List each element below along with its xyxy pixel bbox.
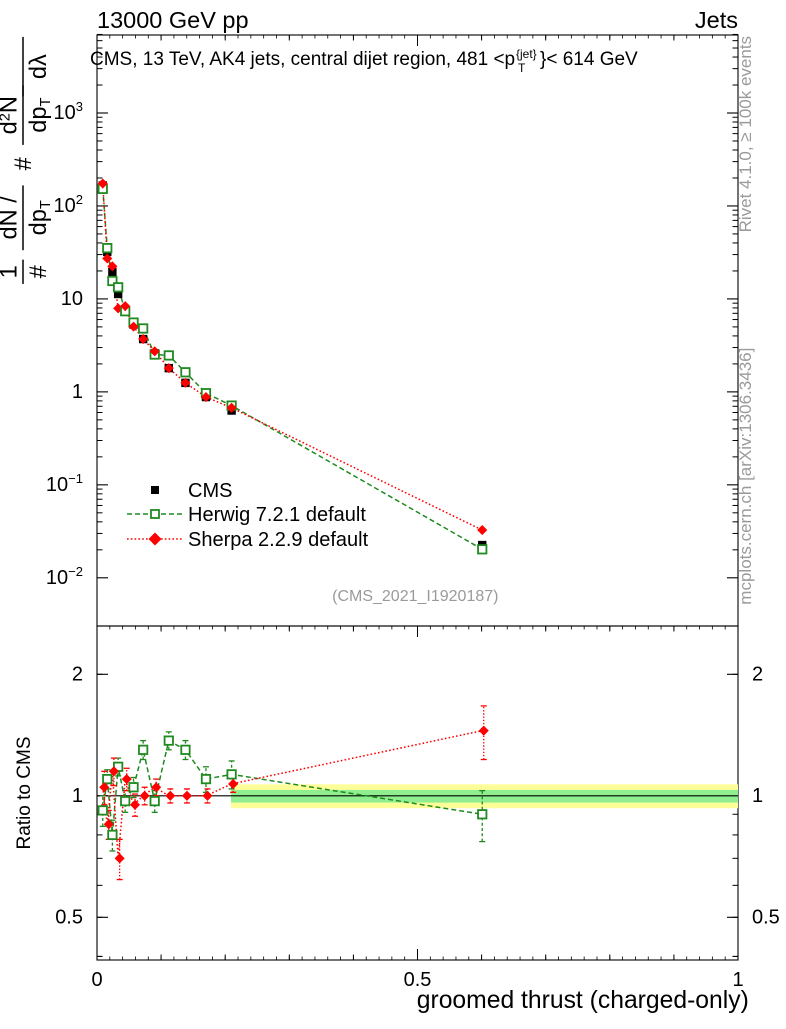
svg-text:}< 614 GeV: }< 614 GeV bbox=[540, 49, 638, 70]
svg-text:1: 1 bbox=[72, 785, 83, 807]
svg-text:CMS: CMS bbox=[188, 480, 232, 502]
svg-text:dN /: dN / bbox=[0, 196, 22, 240]
svg-text:Jets: Jets bbox=[695, 7, 738, 33]
svg-text:1: 1 bbox=[0, 265, 22, 278]
svg-text:1: 1 bbox=[752, 785, 763, 807]
svg-text:0: 0 bbox=[91, 969, 102, 991]
svg-text:Rivet 4.1.0, ≥ 100k events: Rivet 4.1.0, ≥ 100k events bbox=[736, 36, 755, 232]
svg-text:Herwig 7.2.1 default: Herwig 7.2.1 default bbox=[188, 504, 366, 526]
svg-text:groomed thrust (charged-only): groomed thrust (charged-only) bbox=[417, 987, 749, 1014]
svg-text:{jet}: {jet} bbox=[516, 47, 537, 61]
svg-text:0.5: 0.5 bbox=[752, 906, 780, 928]
svg-text:Sherpa 2.2.9 default: Sherpa 2.2.9 default bbox=[188, 529, 369, 551]
svg-text:(CMS_2021_I1920187): (CMS_2021_I1920187) bbox=[332, 588, 498, 605]
svg-text:0.5: 0.5 bbox=[55, 906, 83, 928]
svg-text:CMS, 13 TeV, AK4 jets, central: CMS, 13 TeV, AK4 jets, central dijet reg… bbox=[90, 49, 515, 70]
svg-text:mcplots.cern.ch [arXiv:1306.34: mcplots.cern.ch [arXiv:1306.3436] bbox=[736, 348, 755, 605]
svg-text:2: 2 bbox=[72, 663, 83, 685]
svg-text:13000 GeV pp: 13000 GeV pp bbox=[97, 7, 249, 33]
svg-text:#: # bbox=[11, 156, 37, 170]
svg-text:1: 1 bbox=[72, 381, 83, 403]
svg-text:Ratio to CMS: Ratio to CMS bbox=[14, 737, 35, 850]
svg-text:10: 10 bbox=[61, 288, 83, 310]
svg-text:T: T bbox=[518, 61, 526, 75]
svg-text:dλ: dλ bbox=[26, 54, 52, 79]
svg-text:#: # bbox=[26, 264, 52, 278]
svg-text:2: 2 bbox=[752, 663, 763, 685]
